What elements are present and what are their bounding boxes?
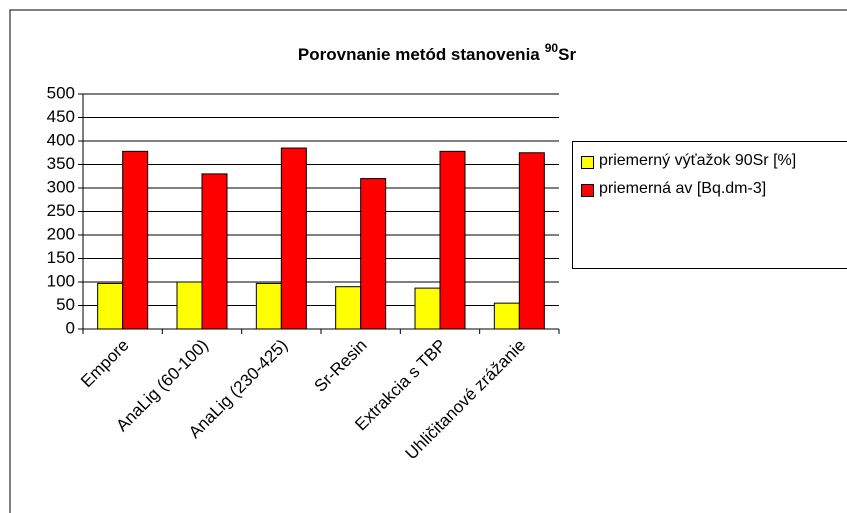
y-tick-label: 500	[47, 83, 75, 102]
bar	[439, 150, 466, 330]
bar	[201, 173, 228, 330]
legend: priemerný výťažok 90Sr [%] priemerná av […	[572, 141, 847, 269]
title-end: Sr	[558, 45, 576, 64]
y-tick-label: 300	[47, 177, 75, 196]
y-tick-label: 400	[47, 130, 75, 149]
bar	[493, 302, 520, 330]
bar	[122, 150, 149, 330]
y-tick-label: 150	[47, 248, 75, 267]
title-main: Porovnanie metód stanovenia	[298, 45, 540, 64]
y-tick-label: 50	[56, 295, 75, 314]
bar	[335, 286, 362, 330]
title-sup: 90	[545, 41, 559, 55]
y-tick-label: 0	[66, 318, 75, 337]
legend-label: priemerný výťažok 90Sr [%]	[599, 152, 797, 169]
chart-title: Porovnanie metód stanovenia 90Sr	[298, 41, 577, 64]
bar	[360, 178, 387, 330]
y-tick-label: 100	[47, 271, 75, 290]
legend-label: priemerná av [Bq.dm-3]	[599, 180, 767, 197]
bar	[414, 287, 441, 330]
legend-item: priemerná av [Bq.dm-3]	[581, 180, 841, 198]
y-tick-label: 350	[47, 154, 75, 173]
y-tick-label: 250	[47, 201, 75, 220]
bar	[97, 282, 124, 330]
legend-swatch	[581, 156, 594, 169]
bar	[176, 281, 203, 330]
legend-item: priemerný výťažok 90Sr [%]	[581, 152, 841, 170]
legend-swatch	[581, 184, 594, 197]
bar	[280, 147, 307, 330]
y-tick-label: 450	[47, 107, 75, 126]
y-tick-label: 200	[47, 224, 75, 243]
bar	[255, 282, 282, 330]
bar	[518, 152, 545, 330]
